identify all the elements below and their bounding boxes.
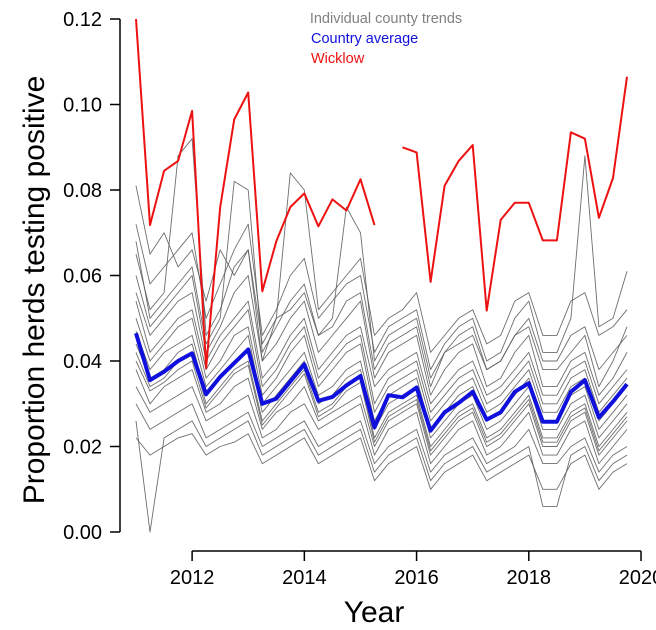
county-trend-line-4 xyxy=(135,275,628,396)
county-trend-line-10 xyxy=(135,351,628,447)
county-trend-line-5 xyxy=(135,292,628,405)
county-trend-line-6 xyxy=(135,300,628,413)
x-axis-title: Year xyxy=(344,596,405,629)
highlight-lines xyxy=(134,18,629,433)
y-tick-label: 0.04 xyxy=(63,351,102,373)
county-trend-line-7 xyxy=(135,317,628,422)
legend-entry-average: Country average xyxy=(311,31,418,47)
county-trend-line-13 xyxy=(135,403,628,473)
country-average-line xyxy=(134,332,629,433)
y-axis-title: Proportion herds testing positive xyxy=(18,76,51,505)
y-tick-label: 0.08 xyxy=(63,180,102,202)
legend: Individual county trends Country average… xyxy=(310,11,462,67)
county-trend-line-16 xyxy=(135,180,628,379)
x-tick-label: 2018 xyxy=(507,567,552,589)
x-tick-label: 2016 xyxy=(394,567,439,589)
county-trend-line-11 xyxy=(135,369,628,456)
county-trend-line-15 xyxy=(135,433,628,490)
x-tick-label: 2014 xyxy=(282,567,327,589)
legend-entry-wicklow: Wicklow xyxy=(311,51,365,67)
y-tick-label: 0.10 xyxy=(63,95,102,117)
y-tick-label: 0.06 xyxy=(63,266,102,288)
y-tick-label: 0.12 xyxy=(63,9,102,31)
legend-entry-county: Individual county trends xyxy=(310,11,462,27)
y-tick-label: 0.02 xyxy=(63,437,102,459)
county-trend-line-1 xyxy=(135,185,628,388)
county-trend-line-2 xyxy=(135,155,628,371)
y-tick-label: 0.00 xyxy=(63,522,102,544)
x-tick-label: 2012 xyxy=(170,567,215,589)
county-trend-line-17 xyxy=(135,360,628,452)
x-tick-label: 2020 xyxy=(619,567,656,589)
wicklow-line xyxy=(135,18,628,370)
county-trend-line-3 xyxy=(135,138,628,353)
county-trend-line-14 xyxy=(135,420,628,533)
county-trend-line-12 xyxy=(135,386,628,465)
axes: 0.00 0.02 0.04 0.06 0.08 0.10 0.12 2012 2014 2016… xyxy=(63,9,656,589)
county-trend-lines xyxy=(135,138,628,533)
